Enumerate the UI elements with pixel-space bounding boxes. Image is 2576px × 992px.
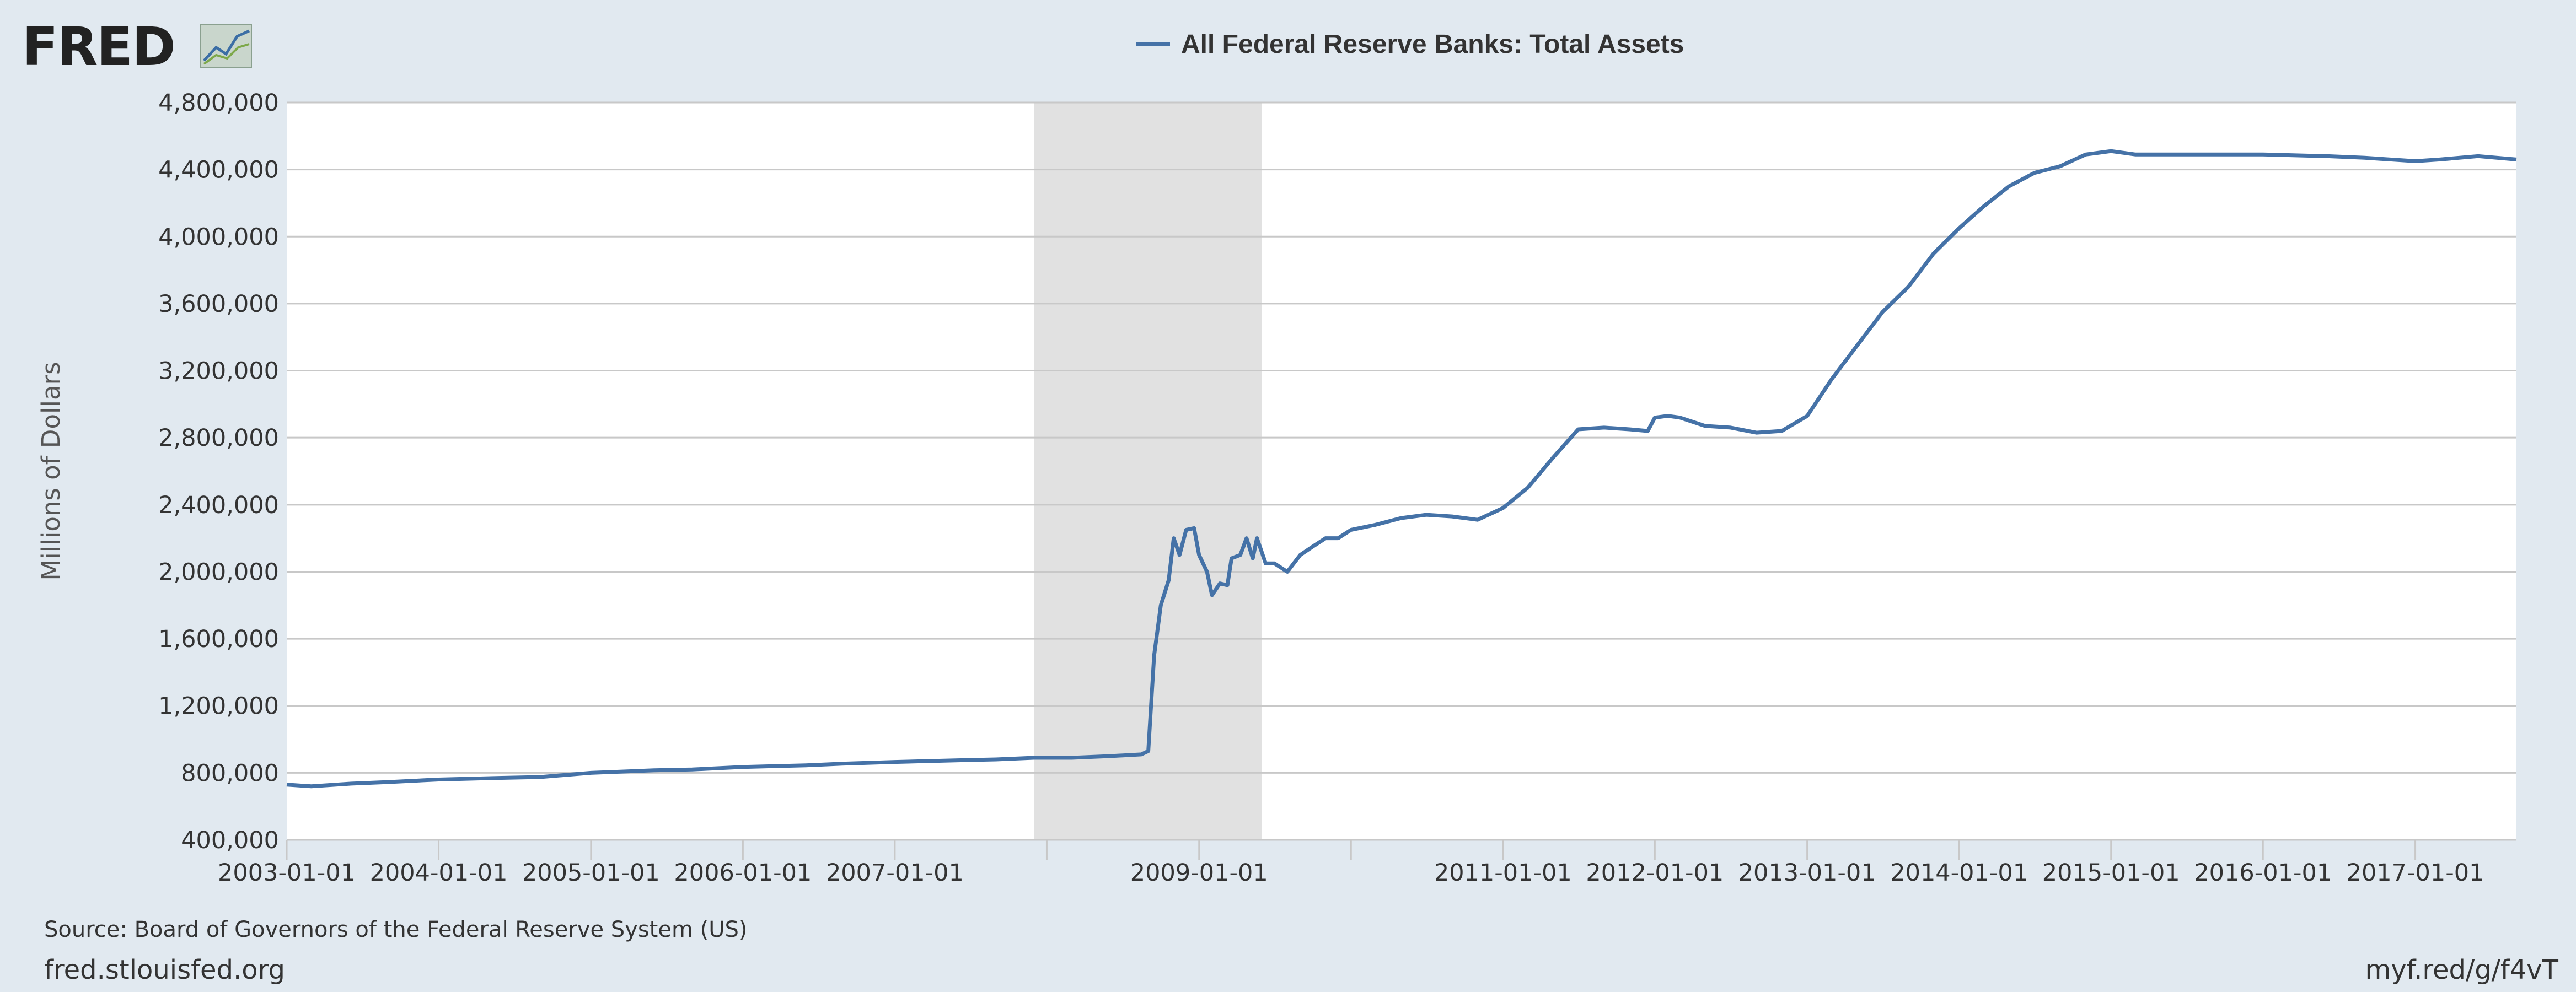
y-tick-label: 1,200,000 bbox=[158, 693, 279, 720]
x-tick-label: 2007-01-01 bbox=[826, 859, 964, 887]
x-tick-label: 2011-01-01 bbox=[1434, 859, 1572, 887]
x-tick-label: 2015-01-01 bbox=[2042, 859, 2180, 887]
logo-chart-icon bbox=[200, 24, 252, 68]
fred-logo[interactable]: FRED bbox=[22, 16, 252, 78]
legend-label: All Federal Reserve Banks: Total Assets bbox=[1181, 30, 1684, 59]
y-tick-label: 1,600,000 bbox=[158, 626, 279, 653]
y-tick-label: 4,000,000 bbox=[158, 223, 279, 251]
source-note: Source: Board of Governors of the Federa… bbox=[44, 917, 748, 942]
y-tick-label: 3,600,000 bbox=[158, 290, 279, 318]
recession-band bbox=[1034, 103, 1262, 840]
gridlines bbox=[287, 101, 2516, 841]
series-line-total-assets bbox=[286, 149, 2517, 789]
short-link[interactable]: myf.red/g/f4vT bbox=[2365, 955, 2559, 985]
y-tick-label: 400,000 bbox=[181, 827, 279, 854]
x-tick-label: 2012-01-01 bbox=[1586, 859, 1724, 887]
x-tick-label: 2017-01-01 bbox=[2347, 859, 2484, 887]
y-tick-label: 4,800,000 bbox=[158, 89, 279, 117]
x-axis-ticks: 2003-01-01 2004-01-01 2005-01-01 2006-01-01… bbox=[218, 840, 2484, 887]
x-tick-label: 2003-01-01 bbox=[218, 859, 356, 887]
y-tick-label: 4,400,000 bbox=[158, 157, 279, 184]
y-tick-label: 800,000 bbox=[181, 759, 279, 787]
y-tick-label: 3,200,000 bbox=[158, 358, 279, 385]
x-tick-label: 2016-01-01 bbox=[2194, 859, 2332, 887]
logo-text: FRED bbox=[22, 16, 175, 78]
recession-bands bbox=[1034, 103, 1262, 840]
x-tick-label: 2009-01-01 bbox=[1130, 859, 1268, 887]
plot-area bbox=[287, 103, 2516, 840]
x-tick-label: 2004-01-01 bbox=[370, 859, 508, 887]
y-axis-ticks: 400,000 800,000 1,200,000 1,600,000 2,000,00… bbox=[158, 89, 279, 854]
y-axis-label: Millions of Dollars bbox=[36, 362, 66, 580]
y-tick-label: 2,800,000 bbox=[158, 424, 279, 452]
x-tick-label: 2006-01-01 bbox=[674, 859, 812, 887]
site-link[interactable]: fred.stlouisfed.org bbox=[44, 955, 285, 985]
x-tick-label: 2013-01-01 bbox=[1738, 859, 1876, 887]
x-tick-label: 2014-01-01 bbox=[1890, 859, 2028, 887]
y-tick-label: 2,000,000 bbox=[158, 558, 279, 586]
legend: All Federal Reserve Banks: Total Assets bbox=[1136, 30, 1684, 59]
y-tick-label: 2,400,000 bbox=[158, 492, 279, 519]
x-tick-label: 2005-01-01 bbox=[522, 859, 660, 887]
